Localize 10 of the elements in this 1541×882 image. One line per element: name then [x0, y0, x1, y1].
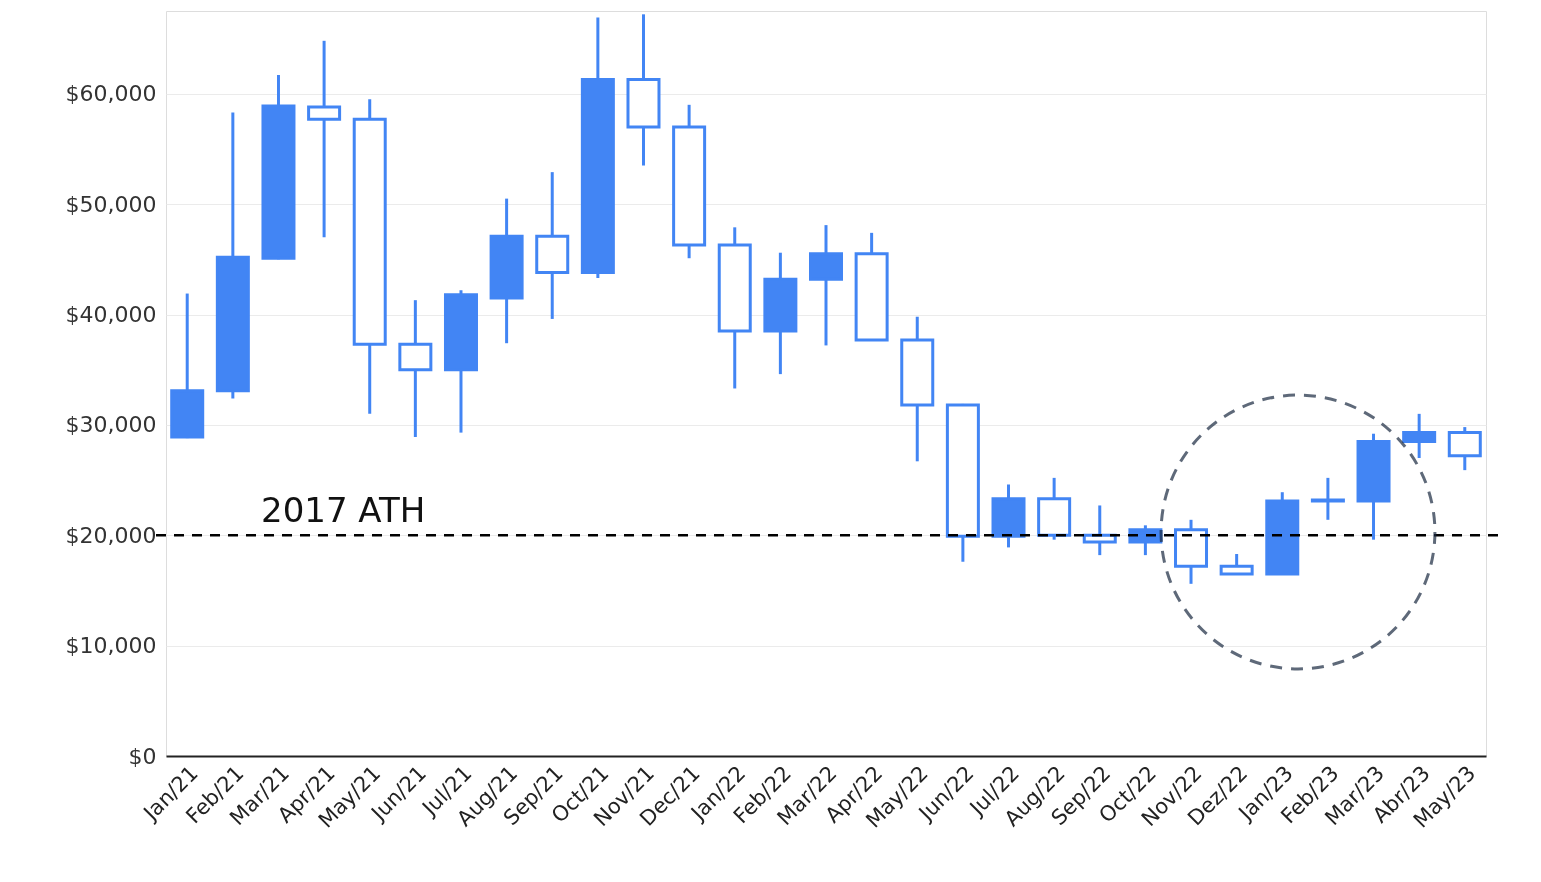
y-tick-label: $40,000 — [65, 302, 157, 328]
y-tick-label: $10,000 — [65, 633, 157, 659]
candlestick — [1310, 476, 1345, 520]
y-tick-label: $50,000 — [65, 191, 157, 217]
y-tick-label: $20,000 — [65, 522, 157, 548]
y-tick-label: $30,000 — [65, 412, 157, 438]
y-tick-label: $60,000 — [65, 81, 157, 107]
candlestick — [307, 39, 342, 238]
ref-line-label: 2017 ATH — [261, 490, 426, 531]
y-tick-label: $0 — [128, 743, 157, 769]
